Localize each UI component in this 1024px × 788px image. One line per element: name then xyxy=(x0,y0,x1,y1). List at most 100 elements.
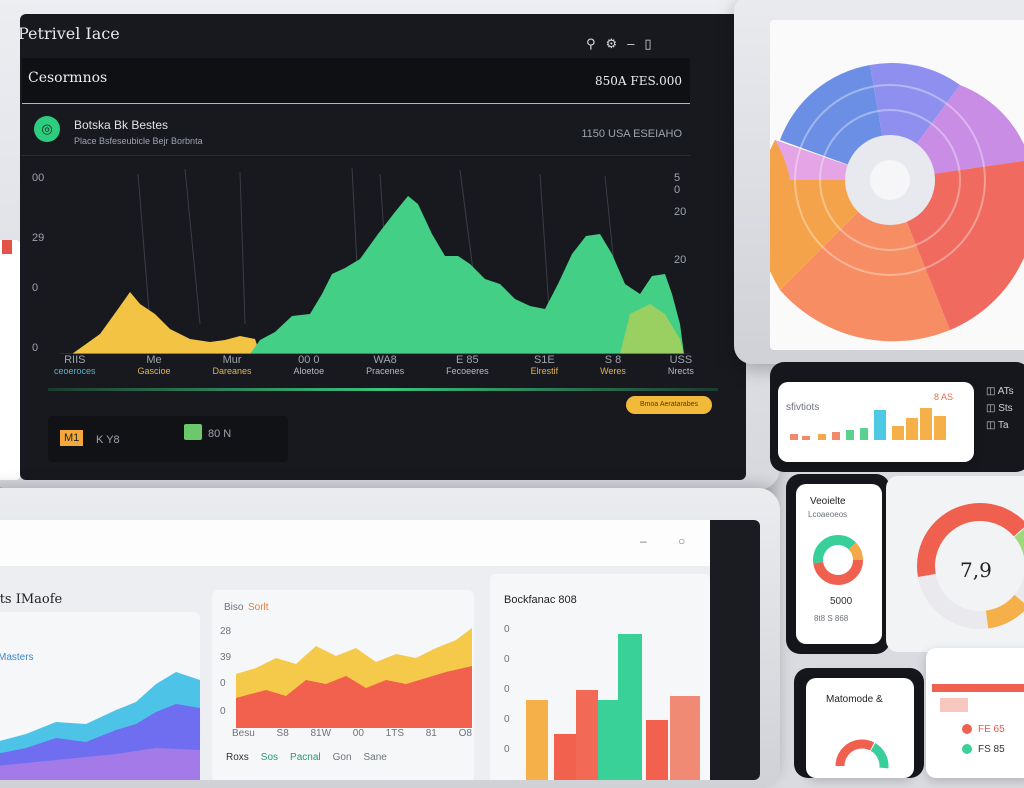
y-tick-label: 20 xyxy=(674,254,687,266)
x-tick: S 8 Weres xyxy=(600,354,626,376)
spike-line xyxy=(539,173,551,325)
y-tick-label: 28 xyxy=(220,626,232,637)
grid-icon[interactable]: ◫ Ta xyxy=(986,420,1009,431)
bar xyxy=(526,700,548,780)
footer-label: 80 N xyxy=(208,428,232,440)
section-title: Cesormnos xyxy=(28,70,108,86)
panel-layered-area[interactable]: Biso Sorlt 28 39 0 0 Besu S8 81W 00 1TS 81 O8 … xyxy=(212,590,474,780)
list-card[interactable]: FE 65 FS 85 xyxy=(926,648,1024,778)
panel-area-chart[interactable]: ets IMaofe Masters xyxy=(0,592,200,780)
bar xyxy=(598,700,620,780)
list-thumb xyxy=(940,698,968,712)
x-tick: USS Nrects xyxy=(667,354,694,376)
donut-card-title: Veoielte xyxy=(810,496,846,507)
donut-card-value: 5000 xyxy=(830,596,853,607)
panel2-footer: Roxs Sos Pacnal Gon Sane xyxy=(226,752,387,763)
y-tick-label: 0 xyxy=(220,678,226,689)
right-icon-column: ◫ ATs ◫ Sts ◫ Ta xyxy=(986,380,1024,450)
small-donut-chart xyxy=(813,535,863,585)
list-icon[interactable]: ◫ Sts xyxy=(986,403,1013,414)
panel3-title: Bockfanac 808 xyxy=(504,594,577,606)
vertical-bar-chart xyxy=(526,634,700,780)
list-dot xyxy=(962,744,972,754)
bar xyxy=(554,734,576,780)
yellow-area-series xyxy=(72,292,260,354)
x-tick: Me Gascioe xyxy=(137,354,171,376)
minimize-icon[interactable]: – xyxy=(640,534,647,548)
big-donut-card[interactable]: 7,9 xyxy=(886,476,1024,652)
window-icon[interactable]: ▯ xyxy=(644,36,652,51)
bar xyxy=(646,720,668,780)
chart-icon[interactable]: ◫ ATs xyxy=(986,386,1014,397)
left-partial-marker xyxy=(2,240,12,254)
footer-chip-icon xyxy=(184,424,202,440)
donut-card[interactable]: Veoielte Lcoaeoeos 5000 8t8 S 868 xyxy=(796,484,882,644)
spike-line xyxy=(239,171,246,325)
account-name: Botska Bk Bestes xyxy=(74,118,169,132)
x-tick: RIIS ceoeroces xyxy=(54,354,96,376)
x-tick: Mur Dareanes xyxy=(212,354,252,376)
footer-action-pill[interactable]: Bmoa Aeratarabes xyxy=(626,396,712,414)
list-card-header-bar xyxy=(932,684,1024,692)
big-donut-value: 7,9 xyxy=(960,558,992,582)
x-tick: E 85 Fecoeeres xyxy=(446,354,489,376)
list-value: FS 85 xyxy=(978,744,1005,755)
y-tick-label: 39 xyxy=(220,652,232,663)
x-tick: 00 0 Aloetoe xyxy=(293,354,325,376)
panel2-label: Sorlt xyxy=(248,602,269,613)
search-icon[interactable]: ○ xyxy=(678,534,686,548)
list-dot xyxy=(962,724,972,734)
mini-bar-value: 8 AS xyxy=(934,392,954,402)
progress-divider xyxy=(48,388,718,391)
y-tick-label: 0 xyxy=(32,342,39,354)
account-avatar-icon: ◎ xyxy=(34,116,60,142)
metrics-card[interactable]: Matomode & xyxy=(806,678,914,778)
donut-card-footer: 8t8 S 868 xyxy=(814,614,849,623)
footer-card-1[interactable]: M1 K Y8 xyxy=(48,416,288,462)
search-icon[interactable]: ⚲ xyxy=(586,36,596,51)
account-row[interactable]: ◎ Botska Bk Bestes Place Bsfeseubicle Be… xyxy=(22,106,690,156)
header-value: 850A FES.000 xyxy=(595,74,682,88)
list-value: FE 65 xyxy=(978,724,1005,735)
donut-card-subtitle: Lcoaeoeos xyxy=(808,510,848,519)
settings-icon[interactable]: ⚙ xyxy=(605,36,618,51)
account-subtitle: Place Bsfeseubicle Bejr Borbnta xyxy=(74,136,203,146)
green-area-series xyxy=(250,196,684,354)
x-axis-labels: Besu S8 81W 00 1TS 81 O8 xyxy=(232,728,472,739)
header-bar: Cesormnos 850A FES.000 xyxy=(22,58,690,104)
layered-area-chart xyxy=(236,628,472,728)
minimize-icon[interactable]: – xyxy=(627,36,635,51)
metrics-title: Matomode & xyxy=(826,694,883,705)
panel-bar-chart[interactable]: Bockfanac 808 0 0 0 0 0 xyxy=(490,574,710,780)
spike-line xyxy=(137,173,151,325)
main-area-chart xyxy=(60,167,690,354)
y-tick-label: 00 xyxy=(32,172,45,184)
mini-bar-title: sfivtiots xyxy=(786,402,820,413)
panel1-title: ets IMaofe xyxy=(0,592,63,607)
mini-bar-chart xyxy=(790,408,946,440)
big-donut-chart xyxy=(916,503,1024,629)
spike-line xyxy=(184,168,201,325)
stacked-area-chart xyxy=(0,672,200,780)
footer-badge: M1 xyxy=(60,430,84,446)
metrics-donut-chart xyxy=(835,739,889,772)
y-tick-label: 0 xyxy=(32,282,39,294)
left-partial-card xyxy=(0,240,20,480)
x-axis-labels: RIIS ceoeroces Me Gascioe Mur Dareanes 00 0… xyxy=(54,354,694,394)
bottom-dashboard-screen: – ○ ets IMaofe Masters Biso Sorlt 28 39 … xyxy=(0,520,760,780)
app-title: Petrivel Iace xyxy=(20,24,120,43)
account-value: 1150 USA ESEIAHO xyxy=(581,128,682,140)
bar xyxy=(670,696,700,780)
y-tick-label: 29 xyxy=(32,232,45,244)
y-tick-label: 5 0 xyxy=(674,172,681,196)
panel2-label: Biso xyxy=(224,602,244,613)
main-dashboard-screen: Petrivel Iace ⚲ ⚙ – ▯ Cesormnos 850A FES… xyxy=(20,14,746,480)
footer-card-2[interactable]: 80 N xyxy=(176,416,316,462)
x-tick: WA8 Pracenes xyxy=(366,354,405,376)
mini-bar-card[interactable]: sfivtiots 8 AS xyxy=(778,382,974,462)
radial-chart-screen xyxy=(770,20,1024,350)
bar xyxy=(618,634,642,780)
bar xyxy=(576,690,598,780)
panel1-subtitle: Masters xyxy=(0,652,34,663)
bottom-toolbar: – ○ xyxy=(0,520,710,566)
